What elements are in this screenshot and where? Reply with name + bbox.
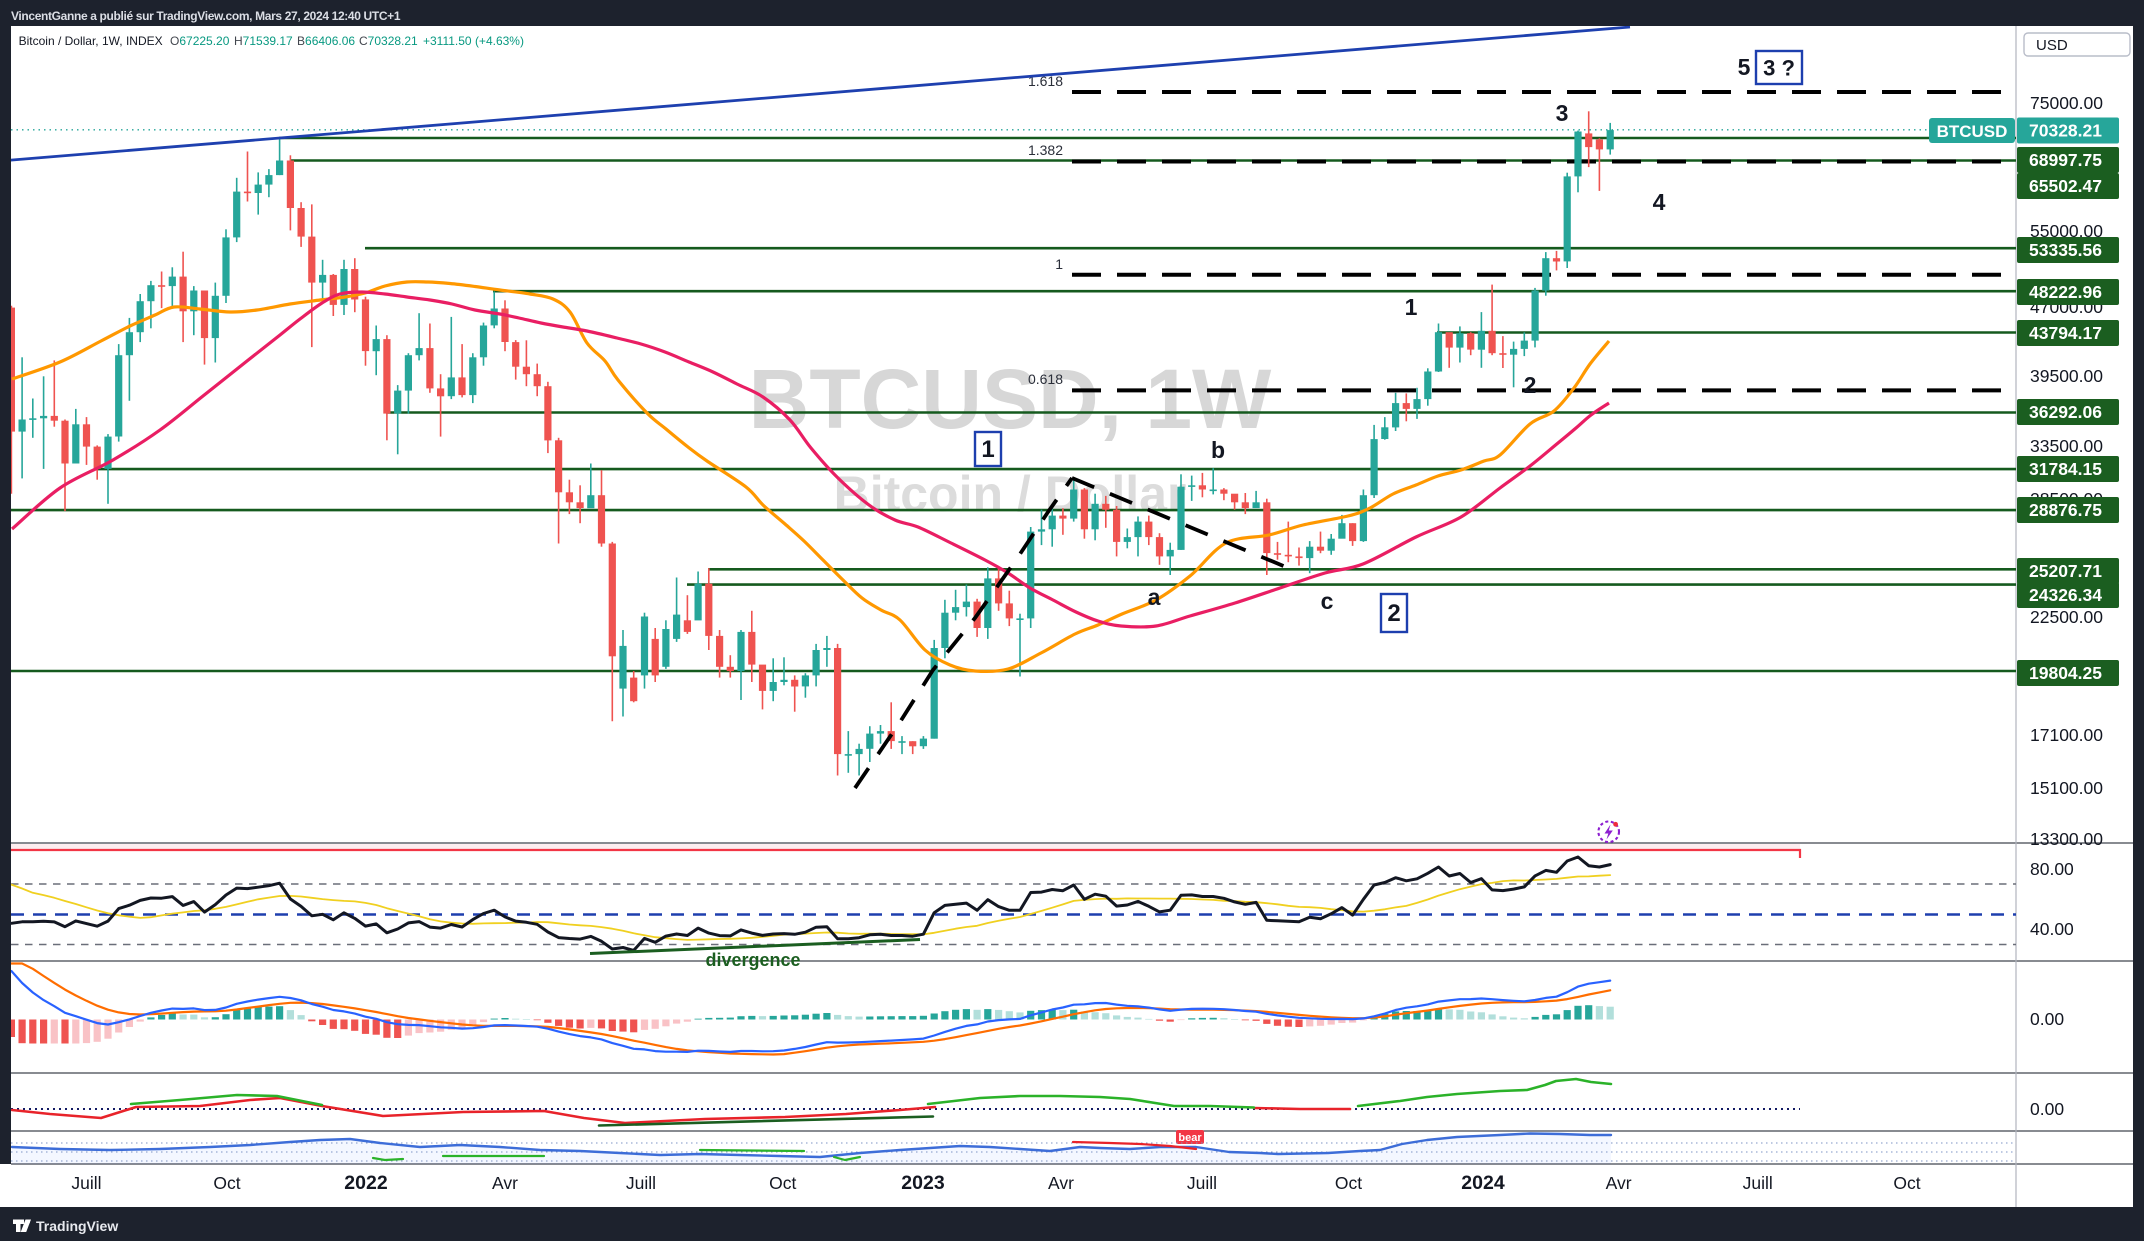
svg-text:39500.00: 39500.00	[2030, 366, 2103, 386]
svg-text:VincentGanne a publié sur Trad: VincentGanne a publié sur TradingView.co…	[11, 9, 401, 23]
svg-text:43794.17: 43794.17	[2029, 323, 2102, 343]
svg-text:40.00: 40.00	[2030, 919, 2074, 939]
svg-text:2024: 2024	[1461, 1172, 1505, 1194]
svg-text:68997.75: 68997.75	[2029, 150, 2102, 170]
svg-text:55000.00: 55000.00	[2030, 221, 2103, 241]
svg-text:19804.25: 19804.25	[2029, 663, 2102, 683]
svg-text:TradingView: TradingView	[36, 1218, 118, 1234]
svg-text:Avr: Avr	[492, 1173, 518, 1193]
svg-text:2022: 2022	[344, 1172, 388, 1194]
svg-text:BTCUSD: BTCUSD	[1937, 122, 2008, 141]
svg-text:Oct: Oct	[1335, 1173, 1362, 1193]
svg-text:B66406.06: B66406.06	[297, 34, 355, 48]
svg-text:1.382: 1.382	[1028, 142, 1063, 158]
svg-text:bear: bear	[1178, 1132, 1202, 1144]
svg-text:Bitcoin / Dollar: Bitcoin / Dollar	[834, 466, 1187, 522]
svg-text:2: 2	[1524, 372, 1537, 398]
svg-text:Avr: Avr	[1048, 1173, 1074, 1193]
svg-text:2023: 2023	[901, 1172, 945, 1194]
svg-text:0.618: 0.618	[1028, 371, 1063, 387]
svg-text:0.00: 0.00	[2030, 1099, 2064, 1119]
svg-text:36292.06: 36292.06	[2029, 402, 2102, 422]
svg-text:65502.47: 65502.47	[2029, 176, 2102, 196]
svg-text:O67225.20: O67225.20	[170, 34, 230, 48]
svg-text:15100.00: 15100.00	[2030, 778, 2103, 798]
svg-text:75000.00: 75000.00	[2030, 93, 2103, 113]
svg-text:Juill: Juill	[71, 1173, 101, 1193]
svg-text:b: b	[1211, 437, 1225, 463]
svg-text:Avr: Avr	[1606, 1173, 1632, 1193]
svg-text:28876.75: 28876.75	[2029, 500, 2102, 520]
svg-text:1: 1	[1405, 294, 1418, 320]
svg-text:divergence: divergence	[705, 950, 800, 970]
svg-text:H71539.17: H71539.17	[234, 34, 293, 48]
svg-text:Oct: Oct	[1893, 1173, 1920, 1193]
svg-text:3 ?: 3 ?	[1763, 56, 1795, 81]
svg-text:c: c	[1321, 588, 1334, 614]
svg-text:4: 4	[1653, 189, 1666, 215]
svg-text:13300.00: 13300.00	[2030, 829, 2103, 849]
svg-text:a: a	[1148, 584, 1161, 610]
svg-text:5: 5	[1738, 54, 1751, 80]
svg-text:1: 1	[981, 436, 994, 463]
svg-text:2: 2	[1387, 600, 1400, 627]
svg-text:Oct: Oct	[769, 1173, 796, 1193]
svg-text:BTCUSD, 1W: BTCUSD, 1W	[749, 352, 1272, 446]
svg-text:Oct: Oct	[213, 1173, 240, 1193]
svg-text:+3111.50 (+4.63%): +3111.50 (+4.63%)	[423, 34, 524, 48]
svg-text:0.00: 0.00	[2030, 1009, 2064, 1029]
svg-text:25207.71: 25207.71	[2029, 561, 2102, 581]
svg-text:31784.15: 31784.15	[2029, 459, 2102, 479]
svg-text:USD: USD	[2036, 37, 2068, 54]
svg-text:24326.34: 24326.34	[2029, 585, 2102, 605]
svg-text:48222.96: 48222.96	[2029, 282, 2102, 302]
svg-text:33500.00: 33500.00	[2030, 436, 2103, 456]
svg-text:3: 3	[1556, 100, 1569, 126]
svg-text:1: 1	[1055, 256, 1063, 272]
svg-text:70328.21: 70328.21	[2029, 121, 2102, 141]
svg-text:Juill: Juill	[626, 1173, 656, 1193]
svg-text:Bitcoin / Dollar, 1W, INDEX: Bitcoin / Dollar, 1W, INDEX	[19, 34, 163, 48]
svg-text:53335.56: 53335.56	[2029, 240, 2102, 260]
svg-text:22500.00: 22500.00	[2030, 607, 2103, 627]
svg-text:17100.00: 17100.00	[2030, 725, 2103, 745]
svg-text:Juill: Juill	[1743, 1173, 1773, 1193]
svg-text:Juill: Juill	[1187, 1173, 1217, 1193]
svg-text:C70328.21: C70328.21	[359, 34, 418, 48]
svg-text:80.00: 80.00	[2030, 859, 2074, 879]
